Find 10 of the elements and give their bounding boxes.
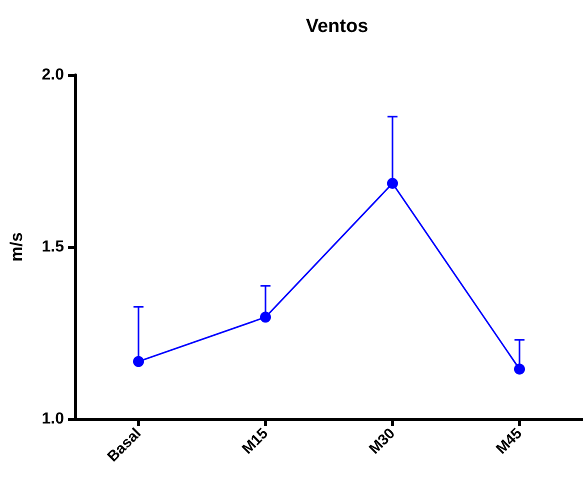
y-tick-label: 1.0 — [42, 410, 64, 428]
point — [260, 312, 271, 323]
chart-title: Ventos — [306, 16, 368, 37]
point — [133, 356, 144, 368]
y-axis-title: m/s — [7, 232, 26, 262]
x-tick-label: M30 — [366, 424, 399, 458]
point — [387, 178, 398, 189]
y-tick-label: 2.0 — [42, 66, 64, 84]
y-tick-label: 1.5 — [42, 238, 64, 256]
point — [514, 364, 525, 375]
